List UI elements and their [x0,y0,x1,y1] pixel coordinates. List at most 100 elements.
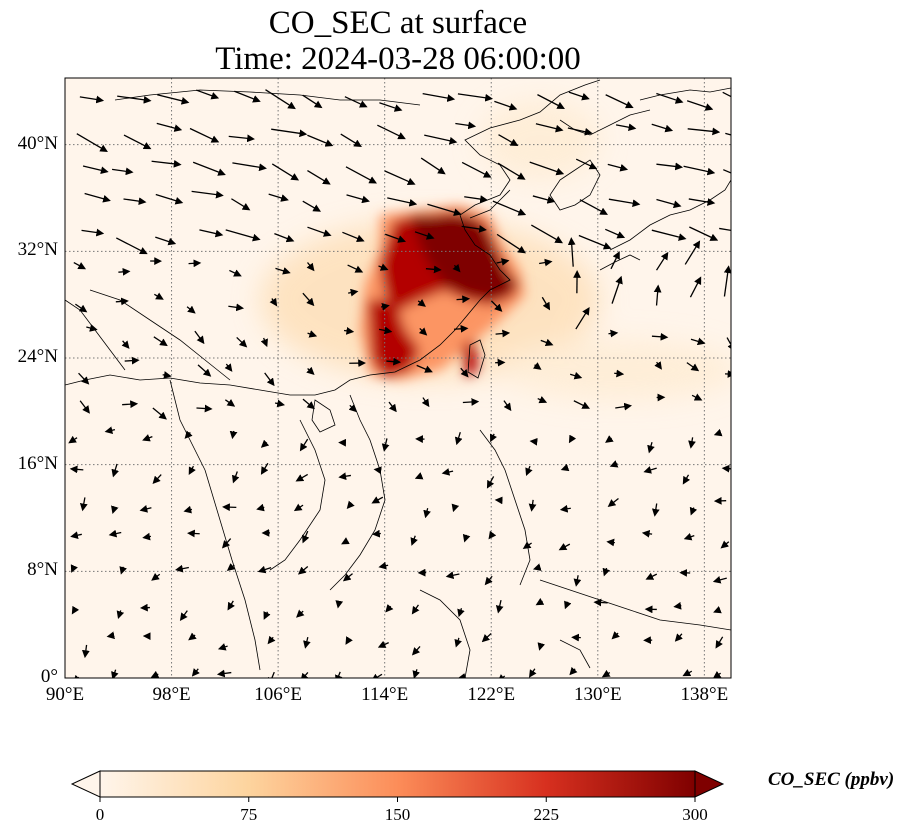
wind-vector-arrow [608,198,641,208]
colorbar-tick-label: 75 [240,805,258,824]
wind-vector-arrow [686,100,714,111]
wind-vector-arrow [539,258,553,267]
wind-vector-arrow [645,572,658,580]
wind-vector-arrow [537,642,546,651]
wind-vector-arrow [441,468,454,476]
wind-vector-arrow [274,232,295,243]
wind-vector-arrow [537,396,548,404]
wind-vector-arrow [335,671,343,678]
wind-vector-arrow [257,565,272,574]
wind-vector-arrow [86,324,98,332]
wind-vector-arrow [452,263,461,273]
wind-vector-arrow [532,563,542,571]
wind-vector-arrow [307,169,331,185]
wind-vector-arrow [723,265,731,297]
wind-vector-arrow [615,402,633,411]
wind-vector-arrow [578,234,612,250]
wind-vector-arrow [611,275,623,304]
wind-vector-arrow [346,500,355,510]
wind-vector-arrow [730,200,731,203]
wind-vector-arrow [422,92,456,102]
wind-vector-arrow [688,437,696,449]
wind-vector-arrow [682,669,693,677]
wind-vector-arrow [414,231,435,240]
wind-vector-arrow [151,572,161,581]
wind-vector-arrow [379,102,403,112]
wind-vector-arrow [377,640,389,648]
wind-vector-arrow [297,565,309,575]
wind-vector-arrow [494,100,518,111]
wind-vector-arrow [81,228,105,237]
wind-vector-arrow [82,165,109,175]
x-tick-label: 138°E [680,684,729,705]
wind-vector-arrow [451,503,460,513]
wind-vector-arrow [68,435,78,444]
colorbar-tick-marks [99,797,696,802]
wind-vector-arrow [302,94,323,109]
wind-vector-arrow [192,161,226,176]
wind-vector-arrow [651,123,674,133]
wind-vector-arrow [593,598,608,607]
wind-vector-arrow [568,434,577,444]
wind-vector-arrow [464,195,488,203]
wind-vector-arrow [229,269,242,277]
colorbar-tick-label: 225 [533,805,560,824]
wind-vector-arrow [532,195,556,204]
y-tick-label: 8°N [27,559,58,581]
wind-vector-arrow [179,610,188,621]
wind-vector-arrow [372,529,381,538]
wind-vector-arrow [123,134,152,150]
wind-vector-arrow [535,597,545,606]
wind-vector-arrow [573,400,591,409]
wind-vector-arrow [537,94,565,109]
colorbar-tick-label: 300 [682,805,708,824]
map-plot-area [65,78,731,678]
wind-vector-arrow [108,529,122,538]
wind-vector-arrow [119,566,127,575]
y-tick-label: 0° [40,666,58,687]
wind-vector-arrow [529,668,537,678]
wind-vector-arrow [139,504,152,513]
wind-vector-arrow [378,326,393,335]
wind-vector-arrow [420,157,446,175]
wind-vector-arrow [656,92,684,104]
wind-vector-arrow [720,540,730,549]
wind-vector-arrow [221,538,232,549]
wind-vector-arrow [651,332,669,341]
wind-vector-arrow [275,267,291,275]
wind-vector-arrow [489,433,498,443]
wind-vector-arrow [153,292,164,300]
wind-vector-arrow [559,504,571,513]
wind-vector-arrow [462,533,471,543]
wind-vector-arrow [121,340,130,349]
wind-vector-arrow [461,161,492,178]
wind-vector-arrow [162,371,172,379]
y-tick-label: 32°N [17,239,58,261]
wind-vector-arrow [445,571,460,579]
wind-vector-arrow [387,197,418,207]
wind-vector-arrow [111,669,119,678]
wind-vector-arrow [385,604,394,613]
wind-vector-arrow [601,669,611,678]
wind-vector-arrow [217,643,228,651]
wind-vector-arrow [155,236,177,246]
wind-vector-arrow [673,601,682,610]
colorbar [70,770,725,802]
wind-vector-arrow [503,400,512,412]
colorbar-extend-max [694,770,725,798]
wind-vector-arrow [227,600,235,611]
colorbar-tick-label: 0 [95,805,105,824]
wind-vector-arrow [194,330,205,345]
wind-vector-arrow [497,674,506,678]
wind-vector-arrow [564,600,572,610]
wind-vector-arrow [347,264,364,273]
wind-vector-arrow [461,225,487,233]
wind-vector-arrow [686,362,700,372]
wind-vector-arrow [228,134,255,143]
wind-vector-arrow [528,499,537,512]
wind-vector-arrow [335,600,344,609]
wind-vector-arrow [606,538,615,547]
wind-vector-arrow [345,166,377,184]
wind-vector-arrow [560,463,570,472]
